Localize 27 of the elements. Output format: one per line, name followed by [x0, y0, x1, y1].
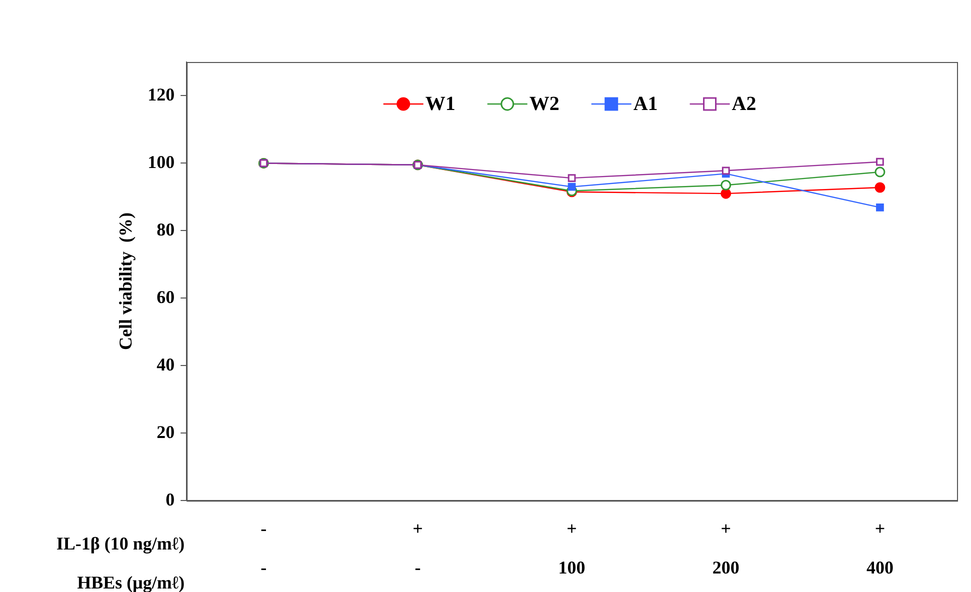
point — [874, 182, 886, 193]
x-tick-label: + - — [412, 518, 423, 578]
y-tick-label: 0 — [166, 489, 175, 510]
x-tick-label: + 100 — [558, 518, 586, 578]
legend-label: A2 — [732, 93, 756, 116]
legend-label: A1 — [633, 93, 658, 116]
point — [876, 203, 884, 212]
legend-label: W1 — [425, 93, 456, 116]
point — [568, 182, 576, 191]
y-tick-label: 100 — [148, 152, 175, 172]
y-tick-label: 80 — [156, 219, 175, 240]
x-axis-title: IL-1β (10 ng/mℓ) HBEs (μg/mℓ) — [56, 533, 185, 592]
y-tick-label: 20 — [156, 422, 175, 442]
x-tick-label: + 200 — [712, 518, 740, 578]
y-tick-label: 120 — [148, 84, 175, 104]
y-tick-label: 60 — [156, 286, 175, 307]
legend-label: W2 — [529, 93, 560, 116]
point — [568, 174, 576, 182]
x-tick-label: - - — [260, 518, 267, 578]
point — [874, 166, 886, 178]
point — [722, 166, 730, 175]
point — [876, 158, 884, 166]
point — [720, 188, 732, 199]
x-tick-label: + 400 — [866, 518, 894, 578]
point — [720, 180, 732, 190]
y-tick-label: 40 — [156, 354, 175, 374]
y-axis-title: Cell viability (%) — [115, 212, 136, 350]
